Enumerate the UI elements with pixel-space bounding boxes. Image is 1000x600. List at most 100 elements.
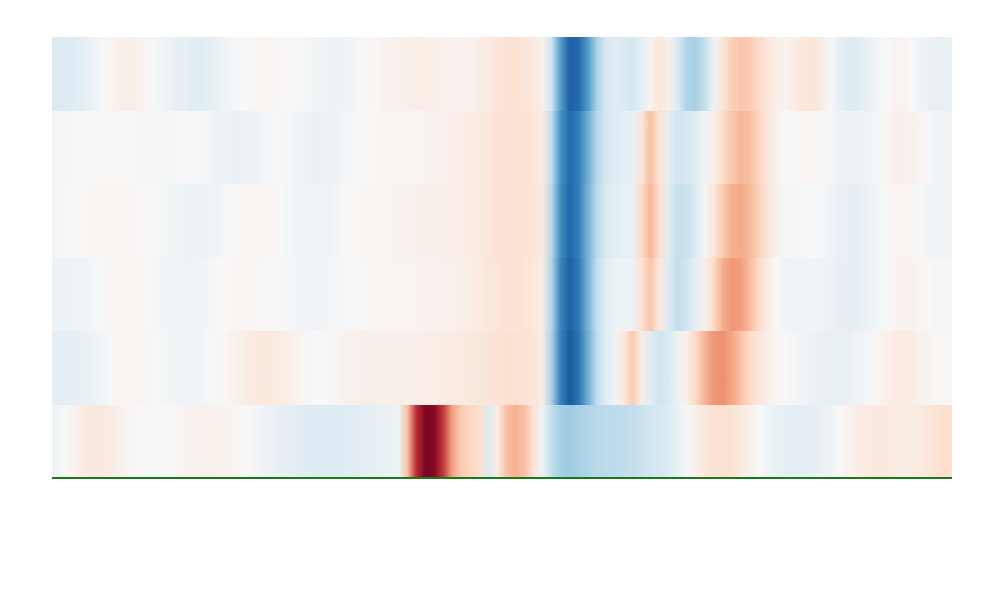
heatmap-cell — [169, 331, 178, 405]
heatmap-cell — [439, 111, 448, 185]
heatmap-cell — [655, 258, 664, 332]
heatmap-cell — [403, 331, 412, 405]
heatmap-cell — [943, 184, 952, 258]
heatmap-cell — [574, 331, 583, 405]
heatmap-cell — [241, 111, 250, 185]
heatmap-cell — [646, 331, 655, 405]
heatmap-cell — [916, 184, 925, 258]
heatmap-cell — [808, 331, 817, 405]
heatmap-cell — [214, 258, 223, 332]
heatmap-cell — [592, 405, 601, 479]
heatmap-cell — [457, 37, 466, 111]
heatmap-cell — [358, 111, 367, 185]
heatmap-cell — [682, 258, 691, 332]
heatmap-cell — [430, 184, 439, 258]
heatmap-cell — [511, 331, 520, 405]
heatmap-cell — [457, 258, 466, 332]
heatmap-cell — [718, 111, 727, 185]
heatmap-cell — [574, 258, 583, 332]
heatmap-cell — [601, 111, 610, 185]
heatmap-cell — [718, 258, 727, 332]
heatmap-cell — [106, 258, 115, 332]
heatmap-cell — [106, 37, 115, 111]
heatmap-cell — [115, 258, 124, 332]
heatmap-cell — [106, 331, 115, 405]
heatmap-cell — [745, 184, 754, 258]
heatmap-cell — [187, 331, 196, 405]
heatmap-cell — [907, 258, 916, 332]
heatmap-cell — [547, 405, 556, 479]
heatmap-cell — [907, 37, 916, 111]
heatmap-cell — [727, 331, 736, 405]
heatmap-cell — [898, 258, 907, 332]
heatmap-cell — [853, 37, 862, 111]
heatmap-cell — [232, 37, 241, 111]
heatmap-cell — [304, 405, 313, 479]
heatmap-cell — [484, 184, 493, 258]
heatmap-cell — [295, 331, 304, 405]
heatmap-cell — [538, 405, 547, 479]
heatmap-cell — [52, 184, 61, 258]
heatmap-cell — [718, 331, 727, 405]
heatmap-cell — [430, 405, 439, 479]
heatmap-cell — [709, 184, 718, 258]
heatmap-cell — [295, 184, 304, 258]
heatmap-cell — [556, 37, 565, 111]
heatmap-cell — [385, 331, 394, 405]
heatmap-cell — [70, 405, 79, 479]
heatmap-cell — [673, 405, 682, 479]
heatmap-cell — [367, 111, 376, 185]
heatmap-cell — [682, 111, 691, 185]
heatmap-cell — [79, 184, 88, 258]
heatmap-cell — [187, 184, 196, 258]
heatmap-cell — [79, 37, 88, 111]
heatmap-cell — [520, 331, 529, 405]
heatmap-cell — [358, 37, 367, 111]
heatmap-cell — [331, 331, 340, 405]
heatmap-cell — [304, 331, 313, 405]
heatmap-cell — [169, 111, 178, 185]
heatmap-cell — [70, 111, 79, 185]
heatmap-cell — [754, 258, 763, 332]
heatmap-cell — [664, 331, 673, 405]
heatmap-cell — [682, 331, 691, 405]
heatmap-cell — [259, 37, 268, 111]
heatmap-cell — [475, 258, 484, 332]
heatmap-cell — [943, 258, 952, 332]
heatmap-cell — [907, 111, 916, 185]
heatmap-cell — [475, 37, 484, 111]
heatmap-cell — [493, 37, 502, 111]
heatmap-cell — [178, 184, 187, 258]
heatmap-cell — [232, 405, 241, 479]
heatmap-cell — [826, 405, 835, 479]
heatmap-cell — [331, 258, 340, 332]
heatmap-cell — [547, 331, 556, 405]
heatmap-cell — [250, 331, 259, 405]
heatmap-cell — [754, 37, 763, 111]
heatmap-cell — [466, 184, 475, 258]
heatmap-cell — [934, 258, 943, 332]
heatmap-cell — [628, 258, 637, 332]
heatmap-cell — [142, 258, 151, 332]
heatmap-cell — [151, 258, 160, 332]
heatmap-cell — [421, 331, 430, 405]
heatmap-cell — [934, 331, 943, 405]
heatmap-cell — [295, 37, 304, 111]
heatmap-cell — [88, 184, 97, 258]
heatmap-cell — [88, 405, 97, 479]
heatmap-cell — [763, 405, 772, 479]
heatmap-cell — [412, 184, 421, 258]
heatmap-cell — [772, 37, 781, 111]
heatmap-cell — [421, 184, 430, 258]
heatmap-cell — [448, 258, 457, 332]
heatmap-cell — [637, 111, 646, 185]
heatmap-cell — [223, 405, 232, 479]
heatmap-cell — [61, 184, 70, 258]
heatmap-cell — [169, 184, 178, 258]
heatmap-cell — [115, 184, 124, 258]
heatmap-cell — [880, 405, 889, 479]
heatmap-cell — [61, 405, 70, 479]
heatmap-cell — [916, 331, 925, 405]
heatmap-cell — [763, 111, 772, 185]
heatmap-cell — [556, 331, 565, 405]
